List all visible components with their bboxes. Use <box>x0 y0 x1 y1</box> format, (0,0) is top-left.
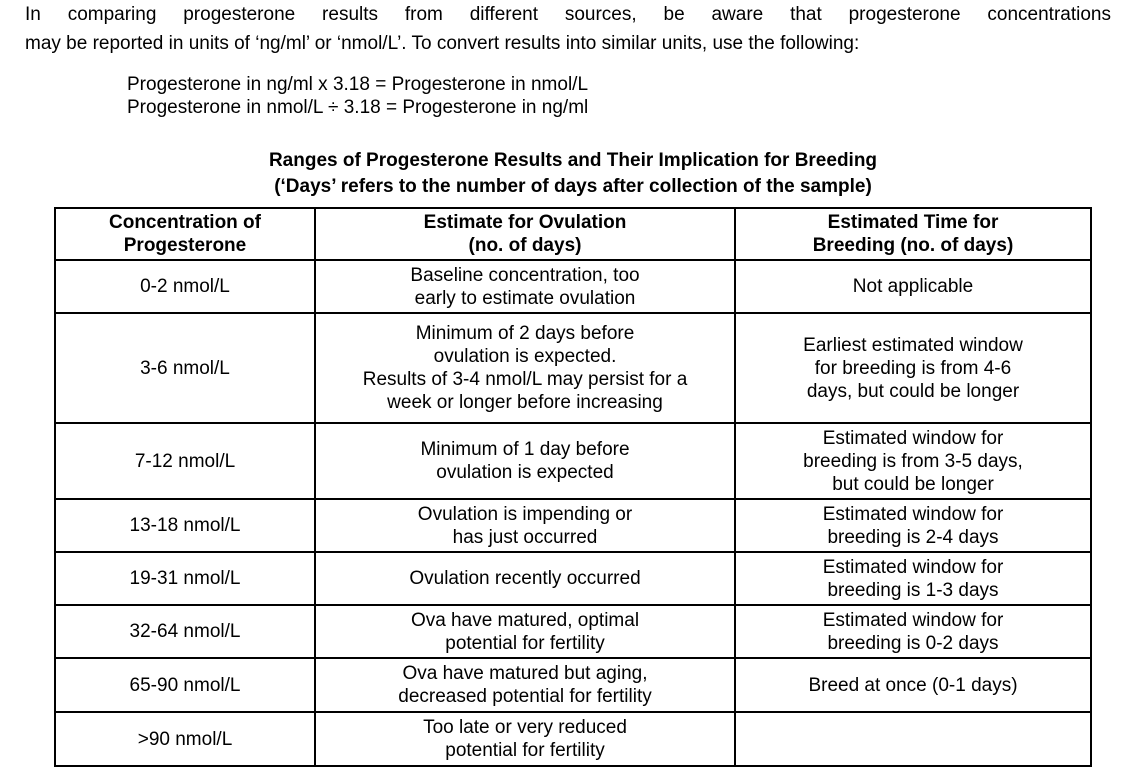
intro-line-2: may be reported in units of ‘ng/ml’ or ‘… <box>25 33 860 54</box>
breeding-cell: Estimated window for breeding is 2-4 day… <box>734 498 1092 553</box>
concentration-cell: 19-31 nmol/L <box>54 551 316 606</box>
ovulation-cell: Ova have matured but aging, decreased po… <box>314 657 736 713</box>
concentration-cell: 13-18 nmol/L <box>54 498 316 553</box>
concentration-cell: 32-64 nmol/L <box>54 604 316 659</box>
ovulation-cell: Ovulation is impending or has just occur… <box>314 498 736 553</box>
conversion-formulas: Progesterone in ng/ml x 3.18 = Progester… <box>127 73 1136 119</box>
progesterone-ranges-table: Concentration of Progesterone Estimate f… <box>54 207 1092 767</box>
breeding-cell <box>734 711 1092 767</box>
formula-nmol-to-ngml: Progesterone in nmol/L ÷ 3.18 = Progeste… <box>127 97 589 118</box>
formula-ngml-to-nmol: Progesterone in ng/ml x 3.18 = Progester… <box>127 74 589 95</box>
concentration-cell: 7-12 nmol/L <box>54 422 316 500</box>
ovulation-cell: Ovulation recently occurred <box>314 551 736 606</box>
concentration-cell: 0-2 nmol/L <box>54 259 316 314</box>
ovulation-cell: Minimum of 2 days before ovulation is ex… <box>314 312 736 424</box>
concentration-cell: >90 nmol/L <box>54 711 316 767</box>
table-row: 7-12 nmol/L Minimum of 1 day before ovul… <box>54 422 1092 500</box>
table-row: 13-18 nmol/L Ovulation is impending or h… <box>54 498 1092 553</box>
breeding-cell: Breed at once (0-1 days) <box>734 657 1092 713</box>
ovulation-header: Estimate for Ovulation (no. of days) <box>314 207 736 261</box>
ovulation-cell: Minimum of 1 day before ovulation is exp… <box>314 422 736 500</box>
table-row: 3-6 nmol/L Minimum of 2 days before ovul… <box>54 312 1092 424</box>
table-caption: Ranges of Progesterone Results and Their… <box>54 148 1092 200</box>
concentration-cell: 65-90 nmol/L <box>54 657 316 713</box>
table-row: 32-64 nmol/L Ova have matured, optimal p… <box>54 604 1092 659</box>
ovulation-cell: Baseline concentration, too early to est… <box>314 259 736 314</box>
intro-paragraph: In comparing progesterone results from d… <box>25 0 1111 58</box>
breeding-cell: Not applicable <box>734 259 1092 314</box>
table-row: >90 nmol/L Too late or very reduced pote… <box>54 711 1092 767</box>
breeding-cell: Estimated window for breeding is 0-2 day… <box>734 604 1092 659</box>
table-title: Ranges of Progesterone Results and Their… <box>268 150 878 171</box>
breeding-cell: Estimated window for breeding is from 3-… <box>734 422 1092 500</box>
concentration-cell: 3-6 nmol/L <box>54 312 316 424</box>
ovulation-cell: Ova have matured, optimal potential for … <box>314 604 736 659</box>
intro-line-1: In comparing progesterone results from d… <box>25 4 1111 25</box>
ovulation-cell: Too late or very reduced potential for f… <box>314 711 736 767</box>
table-row: 19-31 nmol/L Ovulation recently occurred… <box>54 551 1092 606</box>
table-subtitle: (‘Days’ refers to the number of days aft… <box>274 176 872 197</box>
breeding-header: Estimated Time for Breeding (no. of days… <box>734 207 1092 261</box>
table-row: 65-90 nmol/L Ova have matured but aging,… <box>54 657 1092 713</box>
breeding-cell: Earliest estimated window for breeding i… <box>734 312 1092 424</box>
table-row: 0-2 nmol/L Baseline concentration, too e… <box>54 259 1092 314</box>
header-row: Concentration of Progesterone Estimate f… <box>54 207 1092 261</box>
breeding-cell: Estimated window for breeding is 1-3 day… <box>734 551 1092 606</box>
concentration-header: Concentration of Progesterone <box>54 207 316 261</box>
